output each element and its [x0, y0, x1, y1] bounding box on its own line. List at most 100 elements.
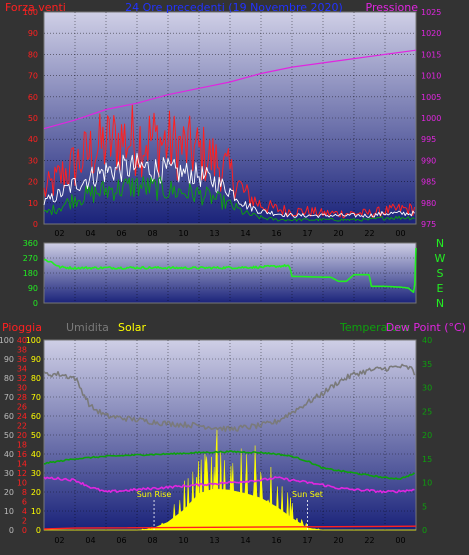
compass-label: N [436, 297, 444, 310]
direction-tick-label: 0 [33, 299, 38, 308]
sun-set-label: Sun Set [292, 490, 323, 499]
wind-direction-grid [44, 243, 416, 303]
temperature-tick-label: 10 [422, 479, 432, 488]
x-tick-label: 10 [178, 536, 188, 545]
direction-tick-label: 180 [23, 269, 38, 278]
x-tick-label: 00 [395, 229, 405, 238]
wind-tick-label: 0 [33, 220, 38, 229]
humidity-axis-ticks: 0 10 20 30 40 50 60 70 80 90 100 [0, 336, 14, 535]
x-tick-label: 17 [302, 536, 312, 545]
wind-direction-series [43, 247, 417, 294]
rain-tick-label: 28 [17, 393, 27, 402]
wind-min-line [43, 176, 415, 222]
solar-tick-label: 20 [31, 488, 41, 497]
x-tick-label: 16 [271, 536, 281, 545]
direction-tick-label: 90 [28, 284, 38, 293]
pressure-tick-label: 1025 [421, 8, 441, 17]
wind-tick-label: 70 [28, 72, 38, 81]
rain-tick-label: 18 [17, 441, 27, 450]
humidity-tick-label: 30 [4, 469, 14, 478]
direction-tick-label: 360 [23, 239, 38, 248]
rain-tick-label: 8 [22, 488, 27, 497]
solar-title: Solar [118, 321, 147, 334]
solar-tick-label: 70 [31, 393, 41, 402]
temperature-tick-label: 40 [422, 336, 432, 345]
x-tick-label: 13 [209, 229, 219, 238]
x-tick-label: 06 [116, 536, 126, 545]
solar-tick-label: 10 [31, 507, 41, 516]
solar-tick-label: 40 [31, 450, 41, 459]
pressure-tick-label: 1015 [421, 50, 441, 59]
solar-tick-label: 100 [26, 336, 41, 345]
x-tick-label: 02 [54, 536, 64, 545]
temperature-tick-label: 20 [422, 431, 432, 440]
x-tick-label: 13 [209, 536, 219, 545]
x-tick-label: 08 [147, 536, 157, 545]
rain-tick-label: 16 [17, 450, 27, 459]
pressure-tick-label: 995 [421, 135, 436, 144]
rain-tick-label: 24 [17, 412, 27, 421]
wind-avg-line [43, 152, 415, 218]
x-tick-label: 14 [240, 536, 250, 545]
wind-tick-label: 40 [28, 135, 38, 144]
direction-tick-label: 270 [23, 254, 38, 263]
wind-pressure-grid [44, 12, 416, 224]
wind-gust-line [43, 104, 415, 219]
x-tick-label: 06 [116, 229, 126, 238]
rain-tick-label: 4 [22, 507, 27, 516]
humidity-tick-label: 10 [4, 507, 14, 516]
x-tick-label: 16 [271, 229, 281, 238]
rain-tick-label: 12 [17, 469, 27, 478]
compass-label: S [437, 267, 444, 280]
wind-tick-label: 60 [28, 93, 38, 102]
x-tick-label: 04 [85, 536, 95, 545]
rain-tick-label: 0 [22, 526, 27, 535]
x-tick-label: 00 [395, 536, 405, 545]
rain-tick-label: 14 [17, 460, 27, 469]
rain-tick-label: 30 [17, 384, 27, 393]
x-tick-label: 17 [302, 229, 312, 238]
dewpoint-line [43, 476, 415, 494]
pioggia-title: Pioggia [2, 321, 42, 334]
solar-area [44, 428, 416, 531]
solar-tick-label: 60 [31, 412, 41, 421]
chart-subtitle: 24 Ore precedenti (19 Novembre 2020) [125, 1, 343, 14]
pressure-line [43, 49, 417, 130]
sun-rise-label: Sun Rise [137, 490, 172, 499]
solar-tick-label: 50 [31, 431, 41, 440]
wind-direction-line [43, 247, 417, 294]
humidity-tick-label: 40 [4, 450, 14, 459]
wind-tick-label: 20 [28, 178, 38, 187]
wind-direction-axis-ticks: 0 90 180 270 360 [23, 239, 38, 308]
climate-series: Sun Rise Sun Set [43, 363, 417, 531]
humidity-tick-label: 20 [4, 488, 14, 497]
temperature-tick-label: 35 [422, 360, 432, 369]
wind-pressure-series [43, 49, 417, 222]
rain-line [43, 525, 417, 530]
pressure-tick-label: 985 [421, 178, 436, 187]
rain-tick-label: 2 [22, 517, 27, 526]
pressure-tick-label: 1000 [421, 114, 441, 123]
x-tick-label: 22 [364, 536, 374, 545]
temperature-axis-ticks: 0 5 10 15 20 25 30 35 40 [422, 336, 432, 535]
x-tick-label: 20 [333, 229, 343, 238]
rain-tick-label: 40 [17, 336, 27, 345]
wind-tick-label: 50 [28, 114, 38, 123]
dewpoint-title: Dew Point (°C) [386, 321, 466, 334]
humidity-line [43, 363, 416, 433]
wind-tick-label: 80 [28, 50, 38, 59]
x-tick-label: 22 [364, 229, 374, 238]
compass-label: E [437, 282, 444, 295]
rain-tick-label: 22 [17, 422, 27, 431]
x-tick-label: 10 [178, 229, 188, 238]
pressure-axis-ticks: 975 980 985 990 995 1000 1005 1010 1015 1020 1025 [421, 8, 441, 229]
pressure-tick-label: 1005 [421, 93, 441, 102]
x-tick-label: 04 [85, 229, 95, 238]
compass-label: W [435, 252, 446, 265]
